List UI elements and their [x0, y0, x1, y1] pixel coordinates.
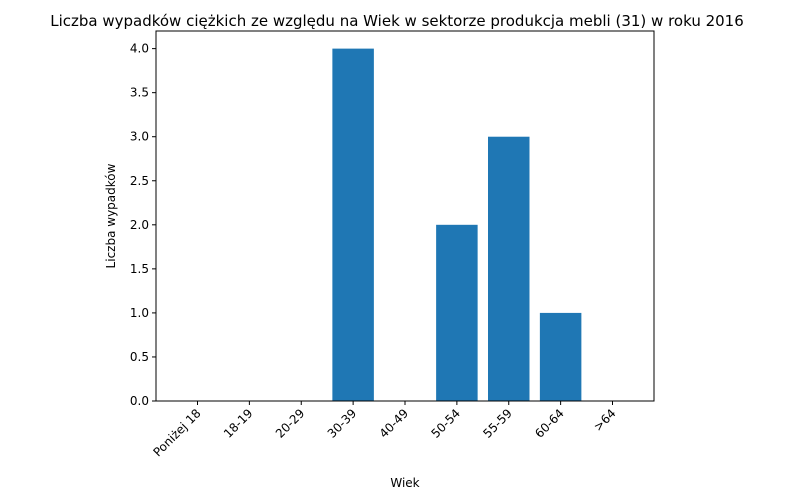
y-tick-label-2: 1.0 — [130, 306, 149, 320]
x-tick-label-7: 60-64 — [532, 406, 567, 441]
y-tick-label-7: 3.5 — [130, 86, 149, 100]
y-tick-label-4: 2.0 — [130, 218, 149, 232]
x-tick-label-0: Poniżej 18 — [150, 406, 203, 459]
x-tick-label-5: 50-54 — [428, 406, 463, 441]
y-tick-label-5: 2.5 — [130, 174, 149, 188]
bar-3 — [332, 48, 374, 401]
x-tick-label-8: >64 — [591, 406, 619, 434]
y-tick-label-3: 1.5 — [130, 262, 149, 276]
x-tick-label-3: 30-39 — [325, 406, 360, 441]
x-axis: Poniżej 18 18-19 20-29 30-39 40-49 50-54 55-59… — [150, 401, 619, 459]
bar-7 — [539, 312, 582, 401]
y-tick-label-6: 3.0 — [130, 130, 149, 144]
x-tick-label-6: 55-59 — [480, 406, 515, 441]
x-tick-label-4: 40-49 — [377, 406, 412, 441]
bar-5 — [436, 224, 478, 401]
y-axis: 0.0 0.5 1.0 1.5 2.0 2.5 3.0 3.5 4.0 — [130, 42, 156, 408]
x-tick-label-2: 20-29 — [273, 406, 308, 441]
y-tick-label-1: 0.5 — [130, 350, 149, 364]
bars-group — [332, 48, 582, 401]
x-tick-label-1: 18-19 — [221, 406, 256, 441]
y-axis-label: Liczba wypadków — [104, 163, 118, 268]
chart-title: Liczba wypadków ciężkich ze względu na W… — [50, 12, 744, 30]
x-axis-label: Wiek — [390, 476, 419, 490]
y-tick-label-8: 4.0 — [130, 42, 149, 56]
bar-6 — [488, 136, 530, 401]
y-tick-label-0: 0.0 — [130, 394, 149, 408]
